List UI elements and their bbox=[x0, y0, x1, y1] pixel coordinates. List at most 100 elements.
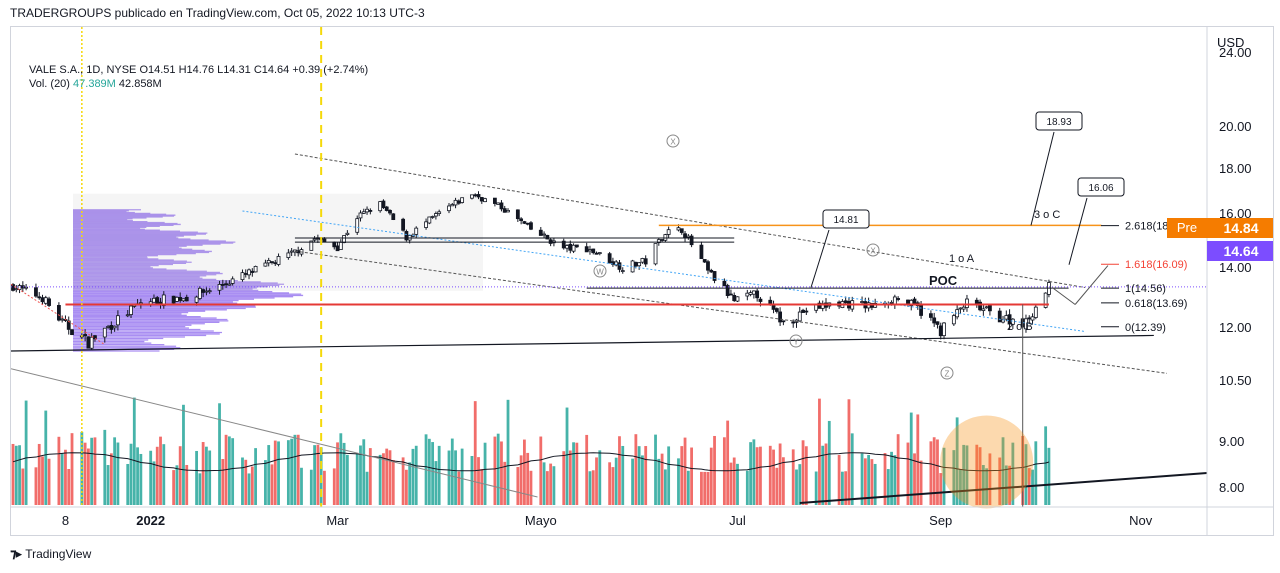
candle-body bbox=[309, 240, 314, 251]
candle-body bbox=[496, 202, 501, 205]
volume-bar bbox=[300, 467, 303, 505]
candle-body bbox=[689, 235, 694, 246]
volume-bar bbox=[365, 471, 369, 505]
volume-bar bbox=[126, 463, 130, 505]
volume-bar bbox=[218, 403, 221, 505]
volume-bar bbox=[644, 446, 648, 505]
volume-bar bbox=[873, 463, 877, 505]
volume-bar bbox=[368, 448, 372, 505]
projection-path-2 bbox=[1074, 265, 1109, 305]
volume-bar bbox=[942, 447, 946, 505]
candle-body bbox=[424, 221, 428, 228]
target-16-06: 16.06 bbox=[1077, 177, 1125, 197]
candle-body bbox=[381, 200, 386, 209]
candle-body bbox=[702, 259, 707, 263]
volume-bar bbox=[919, 460, 923, 505]
candle-body bbox=[47, 298, 51, 306]
volume-bar bbox=[772, 449, 775, 505]
candle-body bbox=[666, 229, 671, 235]
volume-bar bbox=[913, 453, 916, 505]
pre-label: Pre bbox=[1177, 220, 1197, 235]
volume-bar bbox=[978, 447, 982, 505]
volume-bar bbox=[611, 467, 615, 505]
candle-body bbox=[401, 218, 406, 231]
candle-body bbox=[791, 321, 796, 324]
candle-body bbox=[230, 278, 235, 284]
tradingview-logo-icon: ⁊▸ bbox=[10, 546, 22, 561]
volume-bar bbox=[598, 450, 602, 505]
time-tick-label: Mayo bbox=[525, 513, 557, 528]
last-price-badge bbox=[1207, 241, 1273, 261]
volume-bar bbox=[690, 447, 693, 505]
candle-body bbox=[102, 327, 107, 338]
volume-bar bbox=[781, 457, 785, 505]
volume-bar bbox=[732, 457, 736, 505]
candle-body bbox=[568, 243, 573, 251]
volume-bar bbox=[57, 436, 61, 505]
volume-bar bbox=[755, 447, 759, 505]
volume-bar bbox=[523, 439, 526, 505]
candle-body bbox=[774, 308, 779, 312]
candle-body bbox=[184, 296, 189, 302]
volume-bar bbox=[985, 468, 989, 505]
volume-bar bbox=[483, 442, 487, 505]
volume-bar bbox=[273, 440, 277, 505]
wave-circle bbox=[789, 334, 803, 348]
volume-bar bbox=[768, 445, 772, 505]
candle-body bbox=[1027, 317, 1032, 320]
volume-bar bbox=[37, 443, 41, 505]
volume-bar bbox=[378, 454, 382, 505]
volume-bar bbox=[195, 450, 198, 505]
volume-bar bbox=[936, 439, 939, 505]
blue-dotted-trendline bbox=[242, 210, 1086, 332]
candle-body bbox=[538, 229, 543, 236]
price-chart[interactable]: 2.618(18.91)1.618(16.09)1(14.56)0.618(13… bbox=[11, 27, 1274, 536]
volume-bar bbox=[906, 442, 910, 505]
volume-bar bbox=[355, 453, 359, 505]
candle-body bbox=[11, 284, 15, 291]
volume-bar bbox=[496, 433, 500, 505]
candle-body bbox=[974, 299, 979, 304]
candle-body bbox=[388, 209, 392, 214]
projection-path bbox=[1051, 287, 1076, 305]
candle-body bbox=[430, 216, 435, 218]
volume-bar bbox=[359, 445, 362, 505]
volume-bar bbox=[113, 437, 117, 505]
candle-body bbox=[607, 253, 612, 264]
volume-bar bbox=[890, 451, 893, 505]
volume-bar bbox=[18, 445, 21, 505]
candle-body bbox=[781, 320, 786, 323]
volume-bar bbox=[837, 454, 841, 505]
footer-brand[interactable]: ⁊▸ TradingView bbox=[10, 546, 91, 562]
volume-bar bbox=[473, 401, 477, 505]
candle-body bbox=[243, 273, 248, 275]
volume-bar bbox=[345, 454, 349, 505]
volume-bar bbox=[1024, 444, 1028, 505]
volume-bar bbox=[798, 464, 802, 505]
candle-body bbox=[929, 313, 933, 318]
candle-body bbox=[745, 292, 750, 297]
chart-frame[interactable]: 2.618(18.91) 1.618(16.09) 1(14.56) 0.618(13… bbox=[10, 26, 1274, 536]
volume-bar bbox=[244, 459, 248, 505]
volume-bar bbox=[886, 469, 890, 505]
candle-body bbox=[768, 299, 773, 305]
candle-body bbox=[34, 287, 38, 297]
candle-body bbox=[984, 306, 989, 309]
volume-bar bbox=[726, 420, 730, 505]
chart-legend: VALE S.A., 1D, NYSE O14.51 H14.76 L14.31… bbox=[29, 63, 368, 91]
volume-bar bbox=[286, 440, 290, 505]
candle-body bbox=[679, 228, 684, 233]
volume-bar bbox=[414, 445, 418, 505]
candle-body bbox=[951, 315, 956, 325]
volume-bar bbox=[149, 450, 153, 505]
candle-body bbox=[70, 329, 74, 336]
candle-body bbox=[152, 297, 156, 303]
volume-bar bbox=[883, 453, 887, 505]
volume-bar bbox=[959, 469, 962, 505]
long-term-downtrend-line bbox=[11, 368, 538, 498]
volume-bar bbox=[703, 471, 707, 505]
volume-bar bbox=[411, 448, 415, 505]
candle-body bbox=[1033, 306, 1038, 318]
candle-body bbox=[961, 306, 966, 310]
candle-body bbox=[368, 209, 373, 212]
